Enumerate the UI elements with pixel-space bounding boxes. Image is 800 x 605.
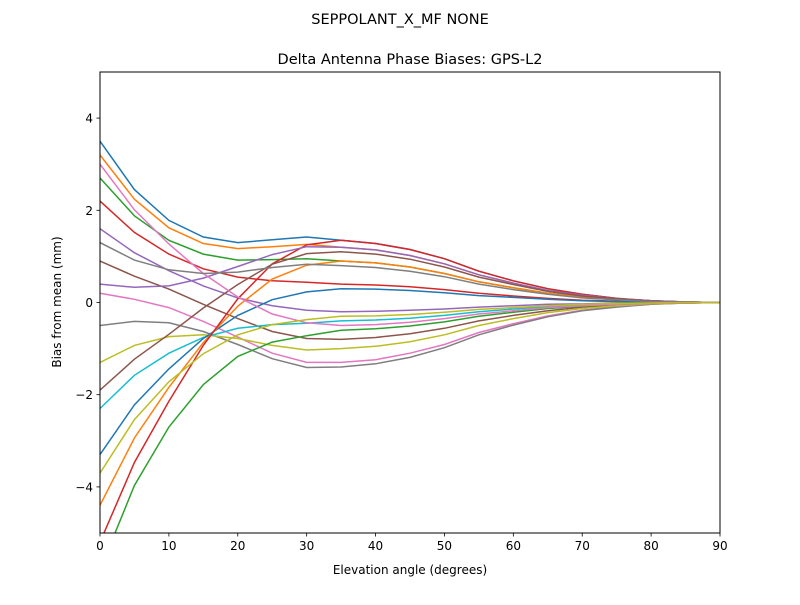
series-line-3 <box>100 200 720 304</box>
series-line-0 <box>100 140 720 304</box>
x-tick-label: 0 <box>96 539 104 553</box>
y-axis: −4 −2 0 2 4 <box>75 112 100 494</box>
series-line-17 <box>100 241 720 304</box>
x-tick-label: 90 <box>712 539 727 553</box>
x-tick-label: 20 <box>230 539 245 553</box>
y-tick-label: −4 <box>75 480 93 494</box>
x-tick-label: 30 <box>299 539 314 553</box>
y-tick-label: 0 <box>85 296 93 310</box>
x-tick-label: 70 <box>575 539 590 553</box>
x-tick-label: 50 <box>437 539 452 553</box>
series-line-8 <box>100 301 720 364</box>
series-line-18 <box>100 301 720 474</box>
series-line-15 <box>100 251 720 391</box>
series-line-14 <box>100 245 720 304</box>
suptitle: SEPPOLANT_X_MF NONE <box>311 12 488 28</box>
series-line-2 <box>100 177 720 304</box>
x-tick-label: 40 <box>368 539 383 553</box>
y-tick-label: −2 <box>75 388 93 402</box>
chart-title: Delta Antenna Phase Biases: GPS-L2 <box>278 52 543 68</box>
series-line-10 <box>100 287 720 456</box>
series-group <box>100 140 720 533</box>
series-line-11 <box>100 260 720 506</box>
x-tick-label: 80 <box>643 539 658 553</box>
series-line-13 <box>103 239 720 533</box>
x-tick-label: 10 <box>161 539 176 553</box>
x-tick-label: 60 <box>506 539 521 553</box>
y-tick-label: 4 <box>85 112 93 126</box>
y-axis-label: Bias from mean (mm) <box>50 236 64 367</box>
x-axis: 0 10 20 30 40 50 60 70 80 90 <box>96 533 728 553</box>
series-line-7 <box>100 301 720 369</box>
x-axis-label: Elevation angle (degrees) <box>333 563 487 577</box>
y-tick-label: 2 <box>85 204 93 218</box>
